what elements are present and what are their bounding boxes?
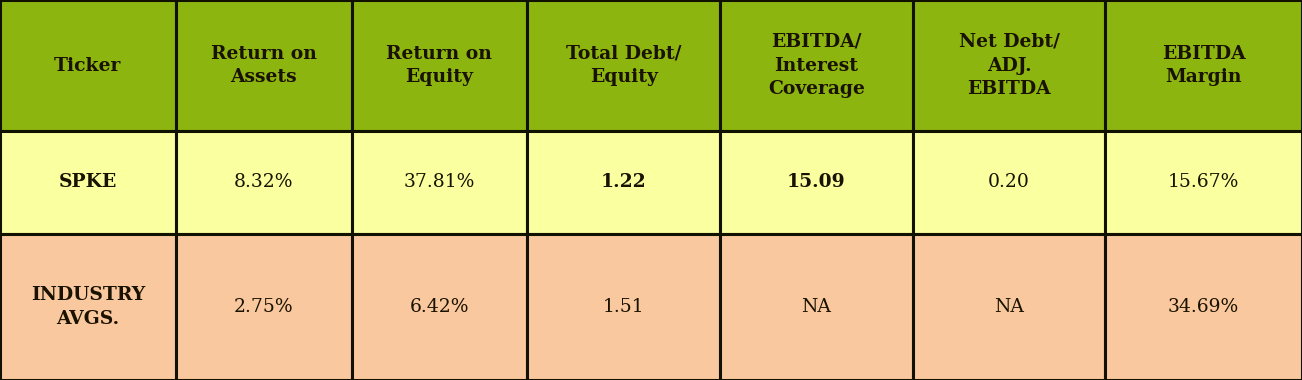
Bar (176, 131, 352, 234)
Text: EBITDA
Margin: EBITDA Margin (1161, 45, 1246, 86)
Bar (527, 234, 720, 380)
Text: Return on
Assets: Return on Assets (211, 45, 316, 86)
Bar (0, 0, 176, 131)
Text: INDUSTRY
AVGS.: INDUSTRY AVGS. (31, 286, 145, 328)
Text: 1.22: 1.22 (600, 173, 647, 192)
Text: NA: NA (802, 298, 831, 316)
Text: Ticker: Ticker (55, 57, 121, 74)
Bar (176, 234, 352, 380)
Text: Return on
Equity: Return on Equity (387, 45, 492, 86)
Text: NA: NA (995, 298, 1023, 316)
Text: 1.51: 1.51 (603, 298, 644, 316)
Bar (1105, 0, 1302, 131)
Bar (352, 234, 527, 380)
Text: 37.81%: 37.81% (404, 173, 475, 192)
Text: 6.42%: 6.42% (410, 298, 469, 316)
Bar (0, 131, 176, 234)
Bar (176, 0, 352, 131)
Bar (527, 0, 720, 131)
Text: EBITDA/
Interest
Coverage: EBITDA/ Interest Coverage (768, 33, 865, 98)
Bar (352, 131, 527, 234)
Bar (913, 234, 1105, 380)
Text: 15.09: 15.09 (786, 173, 846, 192)
Bar (0, 234, 176, 380)
Text: Net Debt/
ADJ.
EBITDA: Net Debt/ ADJ. EBITDA (958, 33, 1060, 98)
Text: SPKE: SPKE (59, 173, 117, 192)
Bar (352, 0, 527, 131)
Text: 2.75%: 2.75% (234, 298, 293, 316)
Text: 0.20: 0.20 (988, 173, 1030, 192)
Text: 8.32%: 8.32% (234, 173, 293, 192)
Text: Total Debt/
Equity: Total Debt/ Equity (566, 45, 681, 86)
Text: 34.69%: 34.69% (1168, 298, 1240, 316)
Bar (720, 0, 913, 131)
Bar (1105, 234, 1302, 380)
Bar (720, 234, 913, 380)
Bar (527, 131, 720, 234)
Bar (720, 131, 913, 234)
Text: 15.67%: 15.67% (1168, 173, 1240, 192)
Bar (913, 131, 1105, 234)
Bar (913, 0, 1105, 131)
Bar (1105, 131, 1302, 234)
